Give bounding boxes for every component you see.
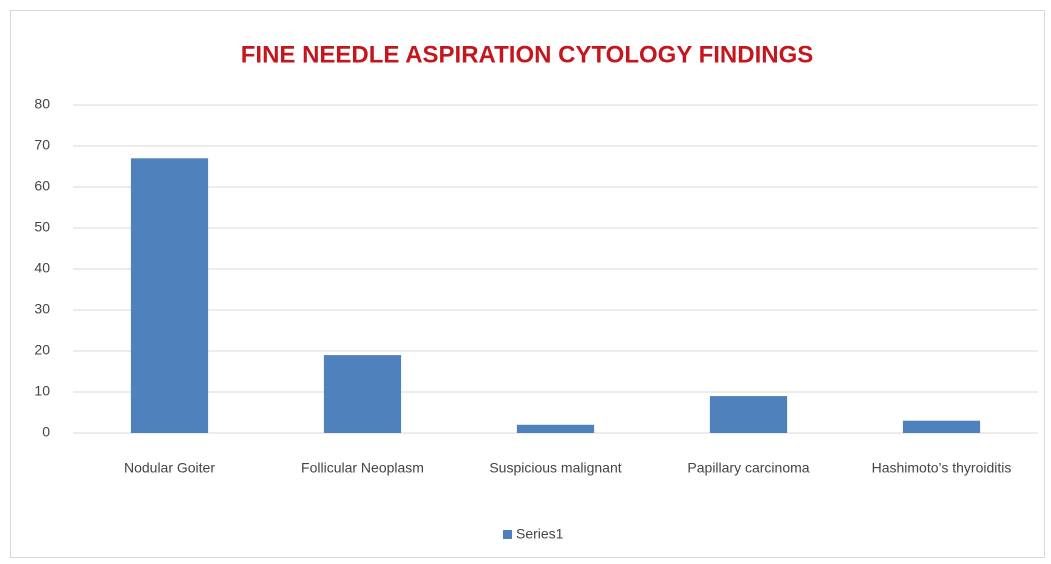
y-tick-label: 20: [34, 342, 50, 358]
x-tick-label: Papillary carcinoma: [687, 460, 809, 476]
legend-label: Series1: [516, 526, 564, 542]
chart-title: FINE NEEDLE ASPIRATION CYTOLOGY FINDINGS: [241, 41, 814, 68]
y-tick-label: 10: [34, 383, 50, 399]
y-tick-label: 0: [42, 424, 50, 440]
bar: [516, 424, 595, 433]
x-tick-label: Nodular Goiter: [124, 460, 215, 476]
y-tick-label: 40: [34, 260, 50, 276]
y-tick-label: 60: [34, 178, 50, 194]
bar: [709, 396, 788, 433]
legend-swatch: [503, 530, 512, 539]
x-tick-label: Suspicious malignant: [489, 460, 621, 476]
bar: [130, 158, 209, 434]
y-tick-label: 80: [34, 96, 50, 112]
bar: [323, 355, 402, 433]
y-tick-label: 50: [34, 219, 50, 235]
y-tick-label: 70: [34, 137, 50, 153]
x-tick-label: Hashimoto’s thyroiditis: [872, 460, 1012, 476]
x-tick-label: Follicular Neoplasm: [301, 460, 424, 476]
y-tick-label: 30: [34, 301, 50, 317]
bar: [902, 420, 981, 433]
